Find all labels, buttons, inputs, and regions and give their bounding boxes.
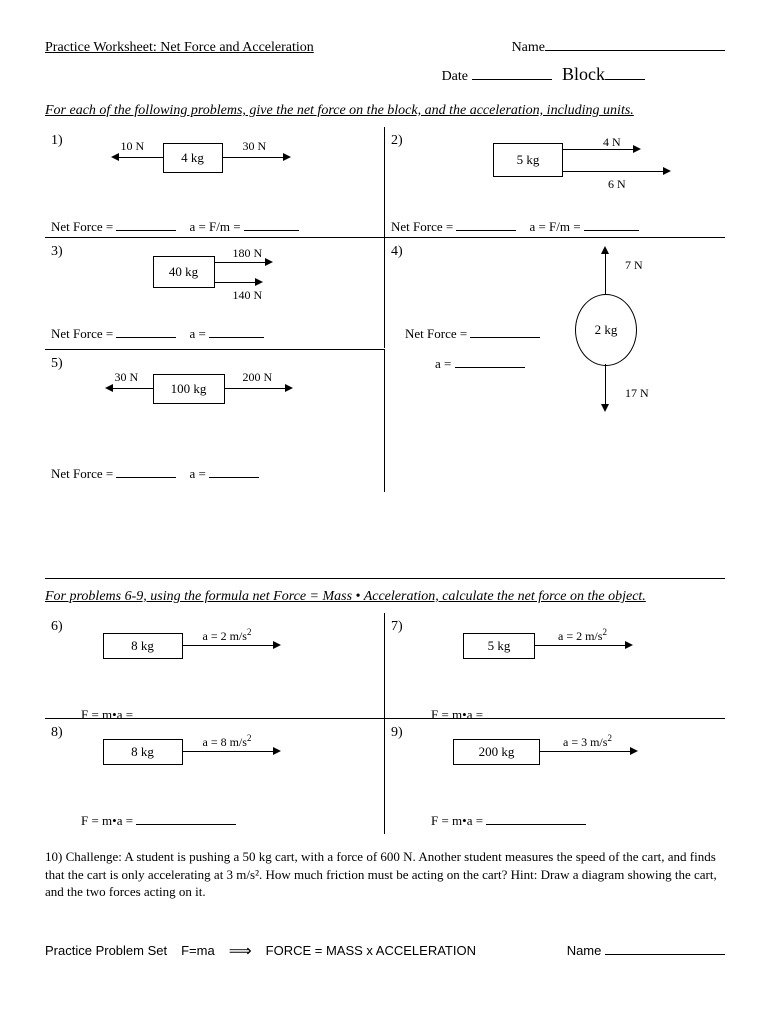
problems-grid-1: 1) 10 N 4 kg 30 N Net Force = a = F/m = …	[45, 127, 725, 579]
footer: Practice Problem Set F=ma ⟹ FORCE = MASS…	[45, 941, 725, 961]
instruction-2: For problems 6-9, using the formula net …	[45, 589, 725, 605]
worksheet-title: Practice Worksheet: Net Force and Accele…	[45, 40, 314, 56]
problem-10-challenge: 10) Challenge: A student is pushing a 50…	[45, 848, 725, 901]
problem-5: 5) 30 N 100 kg 200 N Net Force = a =	[45, 349, 385, 492]
problem-4: 4) 7 N 2 kg 17 N Net Force = a =	[385, 238, 725, 458]
problem-8: 8) 8 kg a = 8 m/s2 F = m•a =	[45, 719, 385, 834]
problem-3: 3) 40 kg 180 N 140 N Net Force = a =	[45, 238, 385, 348]
worksheet-header: Practice Worksheet: Net Force and Accele…	[45, 40, 725, 56]
problem-7: 7) 5 kg a = 2 m/s2 F = m•a =	[385, 613, 725, 718]
instruction-1: For each of the following problems, give…	[45, 103, 725, 119]
date-block-row: Date Block	[45, 64, 725, 85]
problem-2: 2) 5 kg 4 N 6 N Net Force = a = F/m =	[385, 127, 725, 237]
implies-icon: ⟹	[229, 941, 252, 961]
problems-grid-2: 6) 8 kg a = 2 m/s2 F = m•a = 7) 5 kg a =…	[45, 613, 725, 834]
problem-9: 9) 200 kg a = 3 m/s2 F = m•a =	[385, 719, 725, 834]
name-field: Name	[512, 40, 725, 56]
problem-1: 1) 10 N 4 kg 30 N Net Force = a = F/m =	[45, 127, 385, 237]
problem-6: 6) 8 kg a = 2 m/s2 F = m•a =	[45, 613, 385, 718]
